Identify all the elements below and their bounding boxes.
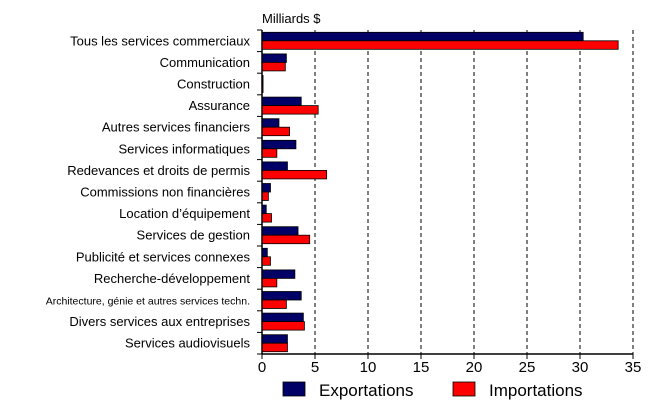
x-tick-label: 0 bbox=[258, 359, 266, 376]
x-tick-label: 35 bbox=[625, 359, 642, 376]
bar-importations bbox=[261, 234, 311, 245]
bar-exportations bbox=[261, 118, 280, 128]
bar-exportations bbox=[261, 312, 304, 323]
category-label: Autres services financiers bbox=[102, 120, 251, 135]
bar-importations bbox=[261, 256, 271, 266]
bar-importations bbox=[261, 126, 290, 137]
category-label: Divers services aux entreprises bbox=[69, 314, 250, 329]
legend-label-importations: Importations bbox=[489, 381, 583, 400]
x-tick-label: 20 bbox=[466, 359, 483, 376]
bar-exportations bbox=[261, 96, 302, 106]
category-label: Construction bbox=[177, 77, 250, 92]
category-label: Services de gestion bbox=[137, 228, 250, 243]
bar-importations bbox=[261, 342, 288, 353]
category-label: Services audiovisuels bbox=[125, 336, 251, 351]
category-label: Assurance bbox=[189, 98, 250, 113]
bar-exportations bbox=[261, 139, 297, 150]
bar-exportations bbox=[261, 334, 288, 344]
category-label: Recherche-développement bbox=[94, 271, 250, 286]
x-tick-label: 25 bbox=[519, 359, 536, 376]
unit-label: Milliards $ bbox=[262, 11, 321, 26]
category-label: Location d’équipement bbox=[119, 206, 250, 221]
legend-swatch-importations bbox=[452, 381, 476, 397]
category-label: Publicité et services connexes bbox=[76, 249, 251, 264]
bar-exportations bbox=[261, 53, 287, 63]
bar-exportations bbox=[261, 269, 296, 279]
gridlines bbox=[314, 30, 634, 354]
bar-importations bbox=[261, 191, 269, 201]
bar-importations bbox=[261, 277, 278, 288]
bar-importations bbox=[261, 62, 286, 72]
x-tick-labels: 0 5 10 15 20 25 30 35 bbox=[258, 359, 642, 376]
bar-importations bbox=[261, 213, 272, 223]
category-label: Services informatiques bbox=[119, 141, 251, 156]
legend: Exportations Importations bbox=[282, 381, 583, 400]
bar-importations bbox=[261, 321, 305, 331]
axes bbox=[257, 29, 634, 359]
category-label: Commissions non financières bbox=[80, 185, 250, 200]
legend-swatch-exportations bbox=[282, 381, 306, 397]
bar-exportations bbox=[261, 226, 299, 236]
bar-exportations bbox=[261, 183, 271, 193]
category-label: Communication bbox=[160, 55, 250, 70]
bar-exportations bbox=[261, 291, 302, 301]
bar-importations bbox=[261, 148, 278, 158]
category-label: Redevances et droits de permis bbox=[67, 163, 250, 178]
category-label: Tous les services commerciaux bbox=[70, 33, 250, 48]
bar-exportations bbox=[261, 161, 288, 171]
bar-exportations bbox=[261, 247, 268, 258]
bar-importations bbox=[261, 40, 619, 50]
category-labels: Tous les services commerciaux Communicati… bbox=[46, 33, 251, 350]
x-tick-label: 30 bbox=[572, 359, 589, 376]
bar-exportations bbox=[261, 31, 584, 42]
x-tick-label: 5 bbox=[311, 359, 319, 376]
x-tick-label: 15 bbox=[413, 359, 430, 376]
legend-label-exportations: Exportations bbox=[319, 381, 414, 400]
x-tick-label: 10 bbox=[360, 359, 377, 376]
bar-importations bbox=[261, 105, 319, 115]
bar-importations bbox=[261, 299, 287, 309]
category-label: Architecture, génie et autres services t… bbox=[46, 296, 250, 308]
bar-importations bbox=[261, 169, 328, 180]
